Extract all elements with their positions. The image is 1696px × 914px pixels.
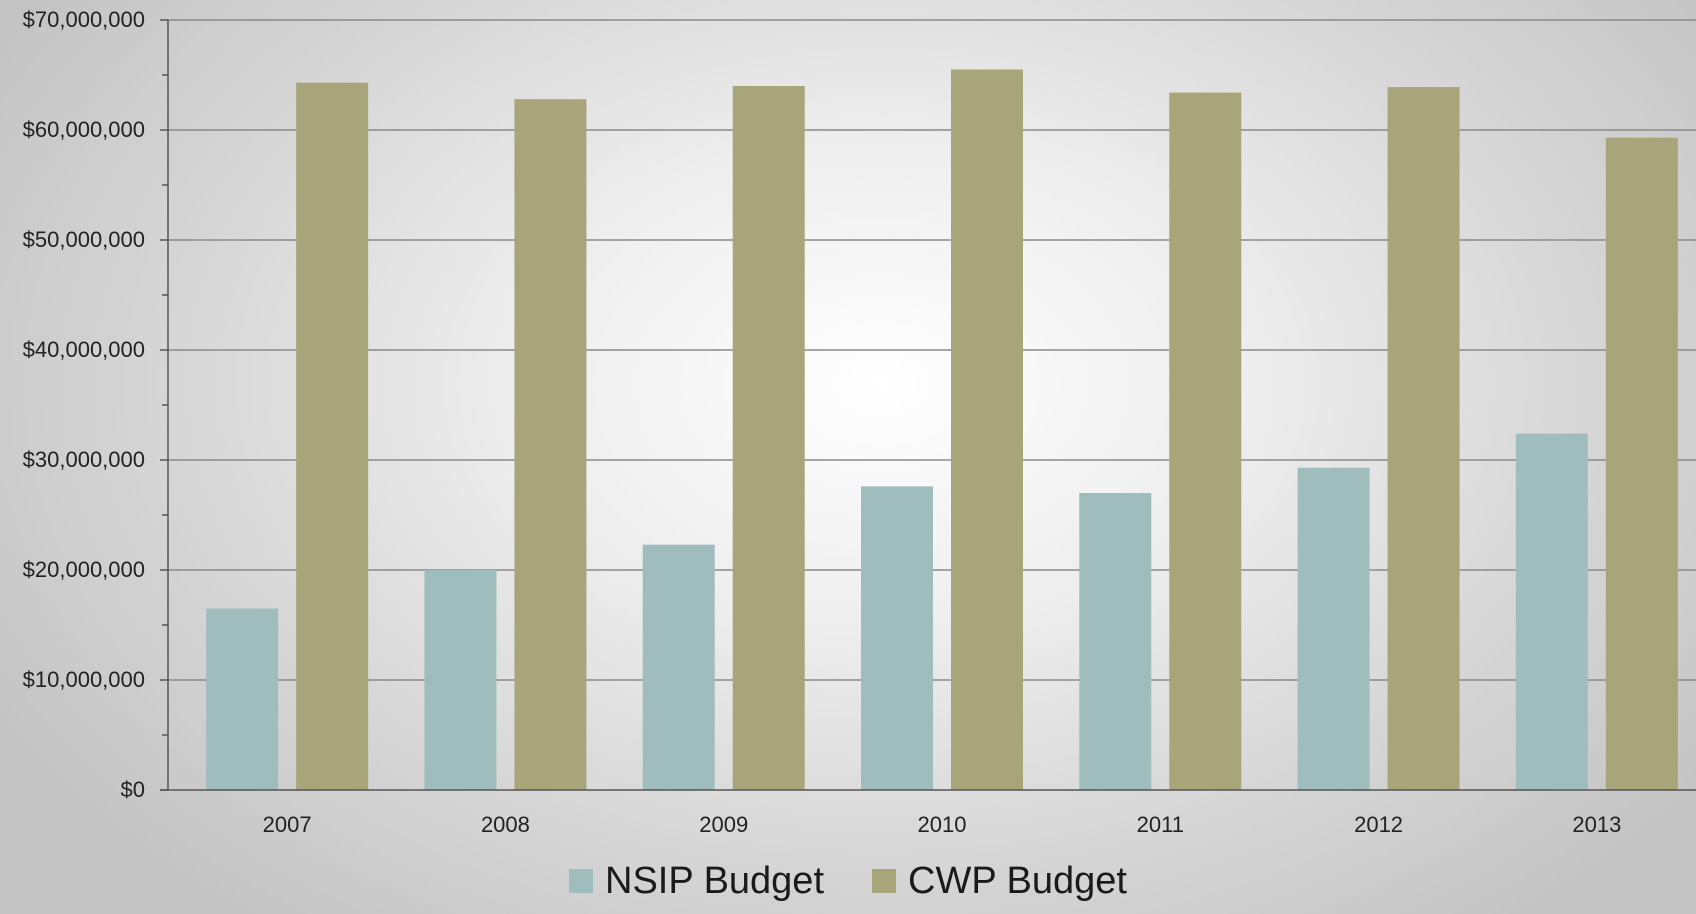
bar-cwp-2008 — [514, 99, 587, 790]
bar-nsip-2009 — [642, 544, 715, 790]
legend-swatch-nsip — [569, 869, 593, 893]
legend-swatch-cwp — [872, 869, 897, 893]
y-tick-label: $0 — [121, 777, 145, 802]
bar-cwp-2011 — [1169, 92, 1242, 791]
x-tick-label: 2009 — [699, 812, 748, 837]
legend-label-cwp: CWP Budget — [908, 860, 1127, 902]
y-tick-label: $50,000,000 — [23, 227, 145, 252]
bar-cwp-2009 — [732, 86, 805, 790]
x-tick-label: 2013 — [1572, 812, 1621, 837]
legend-label-nsip: NSIP Budget — [605, 860, 825, 902]
bar-cwp-2012 — [1387, 87, 1460, 791]
legend: NSIP Budget CWP Budget — [0, 862, 1696, 900]
legend-item-nsip: NSIP Budget — [569, 862, 824, 900]
bar-nsip-2011 — [1079, 493, 1152, 790]
bars — [206, 69, 1678, 791]
gridlines — [168, 19, 1696, 681]
x-tick-label: 2011 — [1137, 812, 1184, 837]
y-tick-label: $70,000,000 — [23, 7, 145, 32]
axes — [160, 19, 1696, 791]
bar-cwp-2007 — [296, 82, 369, 790]
y-tick-label: $40,000,000 — [23, 337, 145, 362]
bar-nsip-2013 — [1515, 433, 1588, 790]
y-tick-label: $20,000,000 — [23, 557, 145, 582]
x-tick-label: 2012 — [1354, 812, 1403, 837]
x-tick-label: 2010 — [918, 812, 967, 837]
x-tick-label: 2008 — [481, 812, 530, 837]
y-tick-label: $30,000,000 — [23, 447, 145, 472]
legend-item-cwp: CWP Budget — [872, 862, 1127, 900]
tick-labels: $0 $10,000,000 $20,000,000 $30,000,000 $40,0… — [23, 7, 1622, 837]
x-tick-label: 2007 — [263, 812, 312, 837]
bar-nsip-2010 — [861, 486, 933, 790]
bar-nsip-2012 — [1297, 467, 1370, 790]
y-tick-label: $60,000,000 — [23, 117, 145, 142]
bar-cwp-2013 — [1605, 137, 1678, 790]
bar-nsip-2008 — [424, 570, 497, 790]
bar-nsip-2007 — [206, 608, 279, 790]
bar-cwp-2010 — [951, 69, 1023, 790]
y-tick-label: $10,000,000 — [23, 667, 145, 692]
